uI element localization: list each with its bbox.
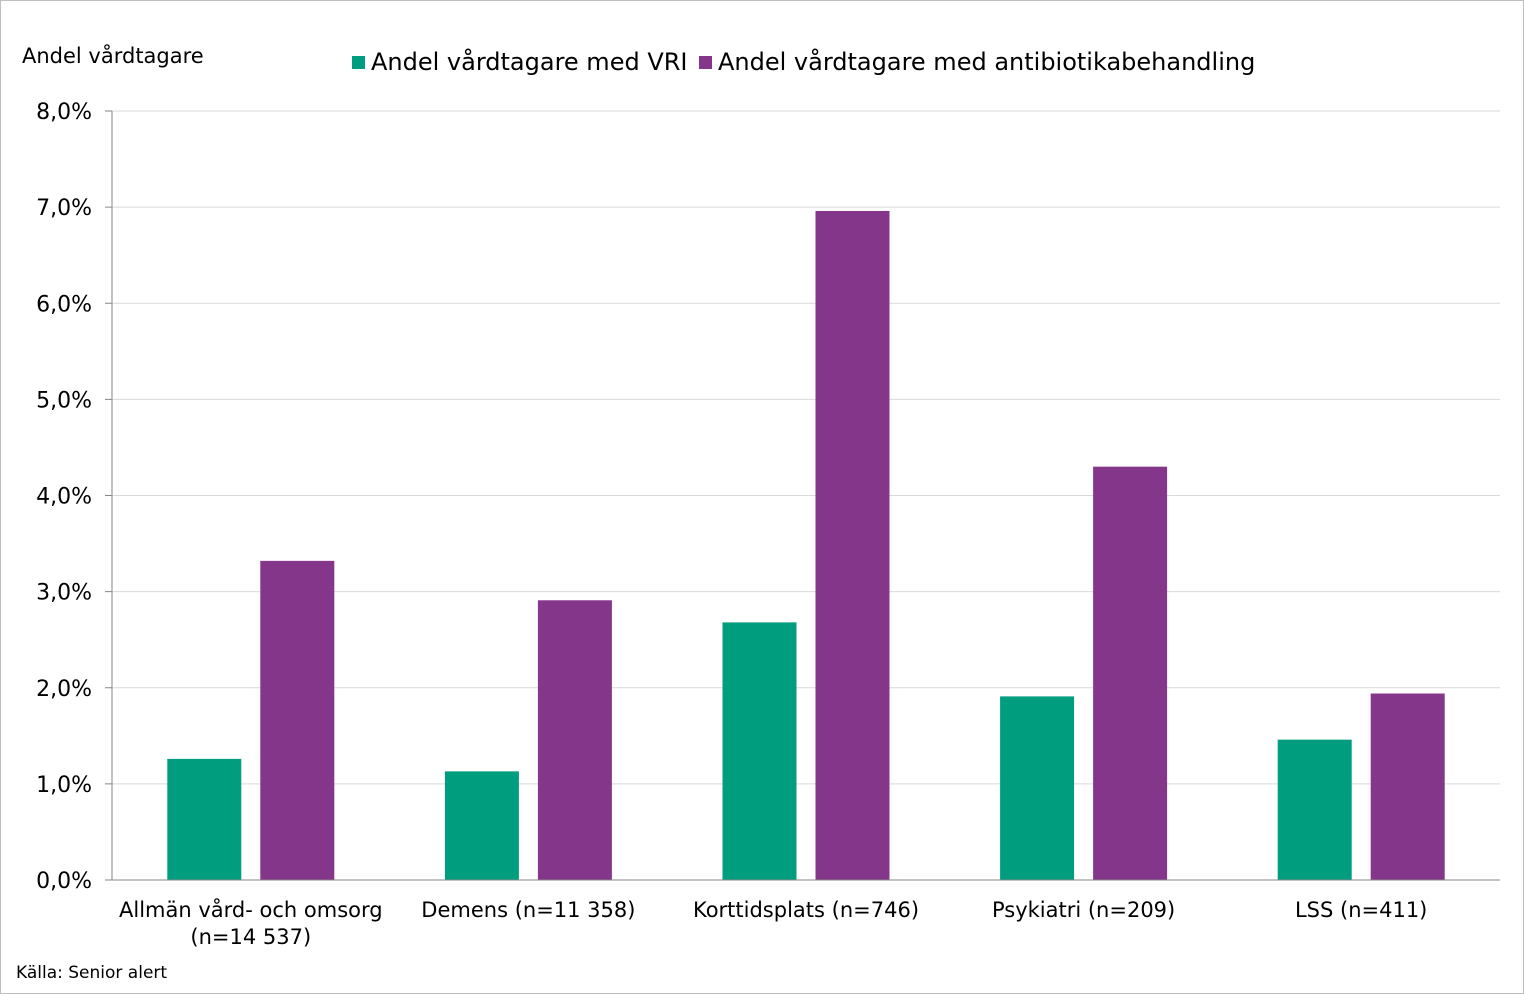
- legend-item-antibiotika: Andel vårdtagare med antibiotikabehandli…: [699, 48, 1255, 76]
- legend-item-vri: Andel vårdtagare med VRI: [352, 48, 688, 76]
- legend-label-antibiotika: Andel vårdtagare med antibiotikabehandli…: [718, 48, 1256, 76]
- bar-antibiotika: [1093, 466, 1168, 880]
- y-tick-label: 2,0%: [36, 677, 92, 702]
- x-tick-label: Korttidsplats (n=746): [692, 898, 920, 922]
- y-tick-label: 8,0%: [36, 100, 92, 125]
- bar-antibiotika: [815, 210, 890, 881]
- y-tick-label: 5,0%: [36, 388, 92, 413]
- bar-vri: [167, 758, 242, 880]
- bar-antibiotika: [537, 600, 612, 880]
- x-tick-label: Demens (n=11 358): [421, 898, 636, 922]
- source-note: Källa: Senior alert: [16, 963, 168, 983]
- y-axis-title: Andel vårdtagare: [22, 44, 204, 68]
- legend-swatch-antibiotika: [699, 55, 712, 69]
- bar-vri: [1000, 696, 1075, 880]
- bar-vri: [1277, 739, 1352, 880]
- legend-label-vri: Andel vårdtagare med VRI: [371, 48, 688, 76]
- x-tick-label: Allmän vård- och omsorg (n=14 537): [119, 898, 383, 949]
- y-tick-label: 0,0%: [36, 869, 92, 894]
- y-tick-label: 3,0%: [36, 581, 92, 606]
- x-tick-label: Psykiatri (n=209): [991, 898, 1176, 922]
- bar-antibiotika: [1370, 693, 1445, 880]
- bar-vri: [722, 622, 797, 880]
- legend-swatch-vri: [352, 55, 365, 69]
- bar-antibiotika: [260, 560, 335, 880]
- y-tick-label: 1,0%: [36, 773, 92, 798]
- bar-vri: [444, 771, 519, 880]
- y-tick-label: 7,0%: [36, 196, 92, 221]
- y-tick-label: 6,0%: [36, 292, 92, 317]
- y-tick-label: 4,0%: [36, 485, 92, 510]
- x-tick-label: LSS (n=411): [1294, 898, 1428, 922]
